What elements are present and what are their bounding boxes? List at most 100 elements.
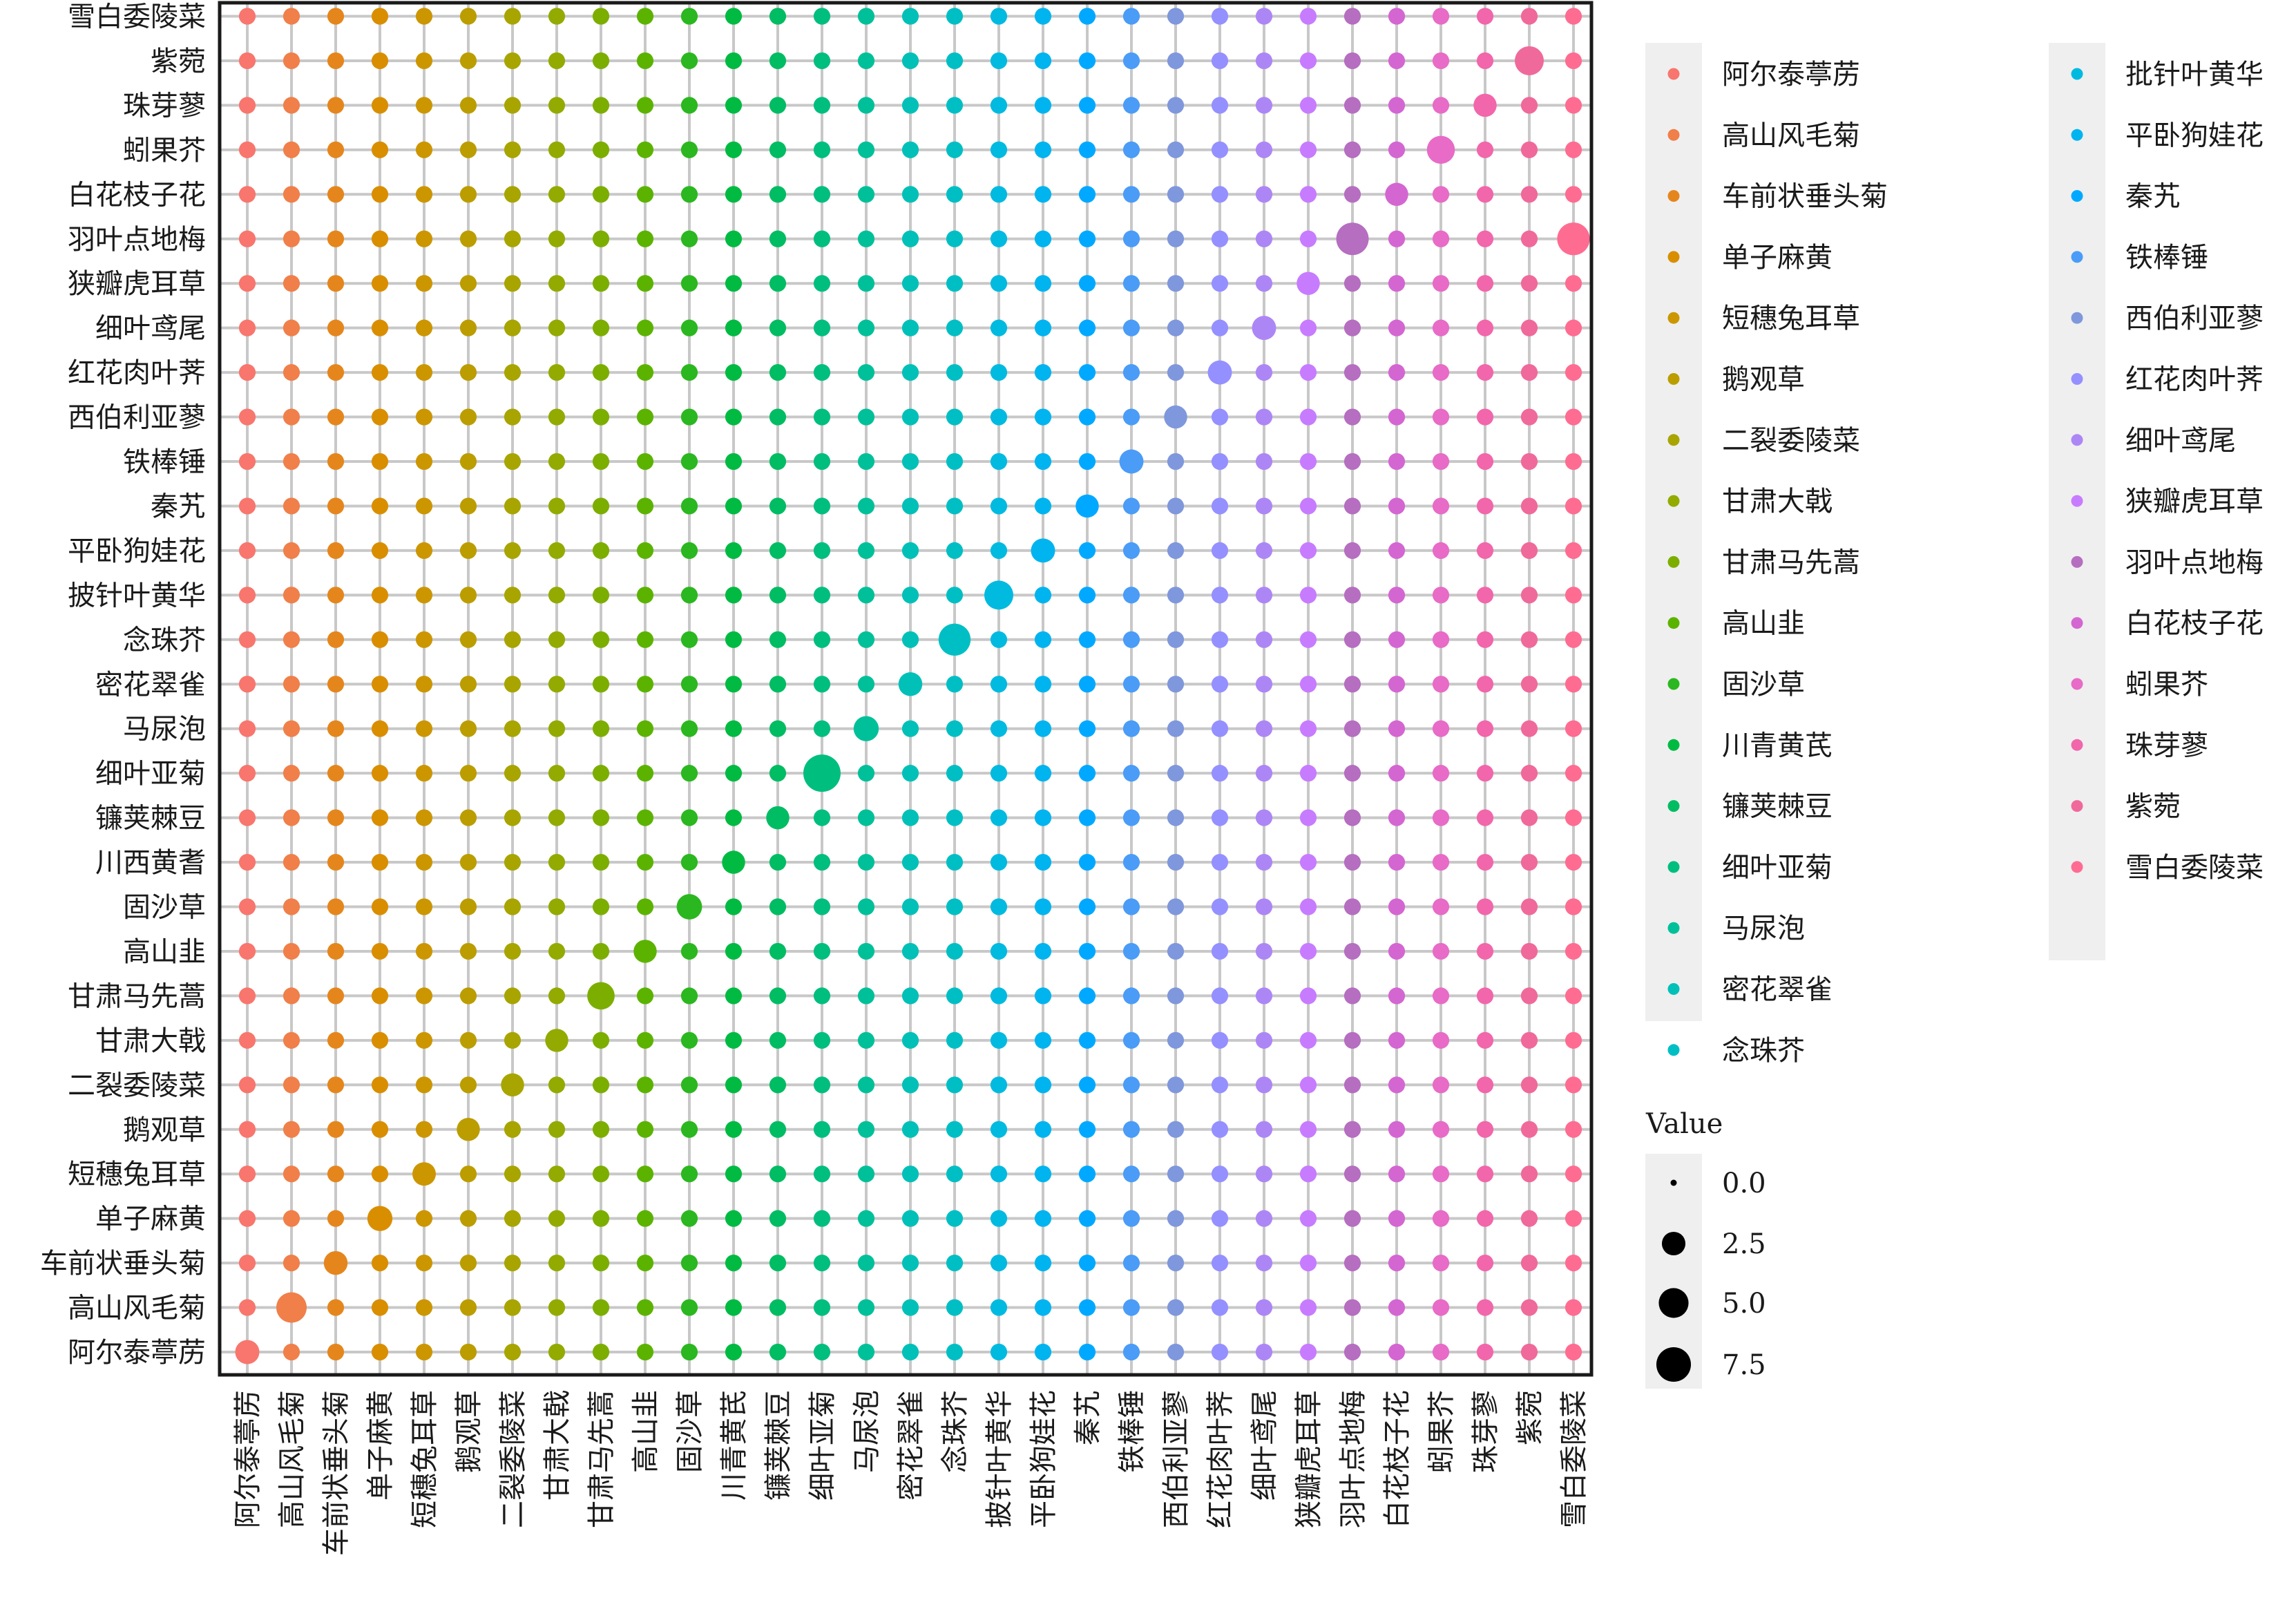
data-point (238, 809, 256, 826)
data-point (636, 631, 654, 648)
data-point (680, 497, 698, 515)
data-point (1520, 186, 1538, 203)
data-point (1476, 1210, 1494, 1227)
data-point (857, 898, 875, 915)
data-point (901, 1121, 919, 1138)
data-point (1167, 1299, 1185, 1316)
legend-color-key (1667, 555, 1680, 568)
data-point (1565, 141, 1582, 158)
data-point (327, 497, 345, 515)
data-point (238, 942, 256, 960)
data-point (592, 363, 610, 381)
data-point (1520, 765, 1538, 782)
data-point (680, 1076, 698, 1094)
y-tick-label: 短穗兔耳草 (68, 1159, 206, 1190)
data-point (1211, 453, 1229, 470)
data-point (769, 497, 787, 515)
data-point (592, 230, 610, 247)
data-point (857, 853, 875, 871)
data-point (459, 8, 477, 25)
data-point (680, 52, 698, 70)
data-point (238, 1210, 256, 1227)
data-point (1299, 676, 1317, 693)
data-point (636, 765, 654, 782)
data-point (504, 1166, 522, 1183)
y-tick-label: 念珠芥 (123, 625, 206, 656)
data-point (1211, 765, 1229, 782)
data-point-highlight (323, 1250, 348, 1275)
data-point (990, 453, 1008, 470)
data-point (1299, 1166, 1317, 1183)
data-point (1388, 631, 1406, 648)
legend-color-key (1667, 922, 1680, 934)
data-point (813, 587, 831, 604)
data-point-highlight (1515, 46, 1544, 75)
data-point (813, 542, 831, 560)
data-point (1078, 987, 1096, 1005)
data-point (857, 230, 875, 247)
data-point (1122, 1031, 1140, 1049)
data-point (415, 720, 433, 737)
data-point (1565, 408, 1582, 426)
data-point (725, 97, 743, 114)
data-point (548, 898, 566, 915)
data-point (1255, 52, 1273, 70)
data-point (946, 230, 964, 247)
data-point (592, 1031, 610, 1049)
data-point (946, 8, 964, 25)
data-point (415, 898, 433, 915)
data-point (990, 542, 1008, 560)
data-point (857, 1076, 875, 1094)
data-point (1078, 363, 1096, 381)
data-point (1255, 1210, 1273, 1227)
data-point (1122, 898, 1140, 915)
data-point (769, 765, 787, 782)
data-point (901, 1254, 919, 1272)
data-point (769, 453, 787, 470)
data-point (1078, 275, 1096, 292)
data-point (680, 765, 698, 782)
data-point (283, 987, 300, 1005)
x-tick-label: 披针叶黄华 (984, 1390, 1015, 1528)
data-point (813, 1254, 831, 1272)
data-point (1476, 1166, 1494, 1183)
data-point (415, 542, 433, 560)
y-tick-label: 车前状垂头菊 (40, 1248, 206, 1280)
data-point (592, 186, 610, 203)
data-point (1078, 1299, 1096, 1316)
legend-color-label: 狭瓣虎耳草 (2125, 486, 2264, 517)
data-point (1034, 319, 1052, 336)
data-point (1388, 363, 1406, 381)
data-point (1388, 1254, 1406, 1272)
data-point (946, 97, 964, 114)
data-point (238, 720, 256, 737)
data-point (1343, 8, 1361, 25)
data-point (1520, 676, 1538, 693)
data-point (946, 453, 964, 470)
size-legend-title: Value (1645, 1108, 1723, 1140)
y-tick-label: 甘肃大戟 (95, 1025, 206, 1057)
data-point (415, 853, 433, 871)
data-point (1034, 809, 1052, 826)
data-point (1299, 587, 1317, 604)
data-point (680, 631, 698, 648)
data-point (1432, 1121, 1450, 1138)
data-point (1167, 987, 1185, 1005)
data-point (857, 765, 875, 782)
data-point (769, 987, 787, 1005)
data-point (901, 720, 919, 737)
data-point (238, 52, 256, 70)
y-tick-label: 秦艽 (151, 491, 206, 522)
data-point (283, 1031, 300, 1049)
data-point (857, 8, 875, 25)
data-point (1299, 987, 1317, 1005)
data-point (371, 319, 389, 336)
x-tick-label: 珠芽蓼 (1470, 1390, 1502, 1473)
data-point (504, 1031, 522, 1049)
x-tick-label: 阿尔泰葶苈 (232, 1390, 264, 1528)
legend-color-label: 白花枝子花 (2125, 608, 2264, 640)
data-point (1299, 1121, 1317, 1138)
data-point (415, 631, 433, 648)
data-point (1167, 809, 1185, 826)
data-point (857, 1343, 875, 1361)
